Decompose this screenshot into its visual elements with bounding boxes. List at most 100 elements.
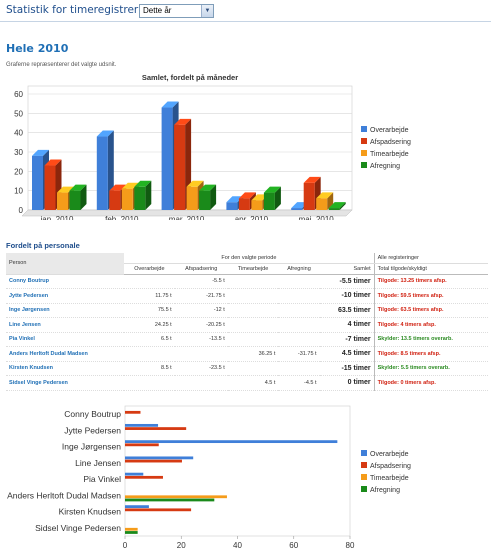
status-cell: Tilgode: 13.25 timers afsp. — [373, 274, 488, 289]
bar-overarbejde-line-jensen — [125, 456, 194, 460]
x-tick-label: apr. 2010 — [235, 215, 269, 220]
person-name-link[interactable]: Line Jensen — [9, 321, 41, 328]
table-row: Line Jensen 24.25 t -20.25 t 4 timer Tilgode… — [6, 317, 488, 333]
bar-timearbejde-anders-herltoft-dudal-madsen — [125, 495, 227, 499]
bar-afregning-maj-2010 — [328, 202, 346, 210]
afregning-cell — [278, 361, 319, 376]
person-name-link[interactable]: Inge Jørgensen — [9, 307, 50, 314]
bar-overarbejde-pia-vinkel — [125, 472, 144, 476]
y-tick-label: 40 — [14, 129, 23, 138]
timearbejde-cell — [228, 361, 279, 376]
legend-swatch — [361, 450, 367, 456]
afspadsering-cell: -23.5 t — [209, 365, 225, 372]
samlet-cell: -10 timer — [341, 292, 371, 300]
section-description: Graferne repræsenterer det valgte udsnit… — [6, 62, 117, 68]
legend-label: Afregning — [370, 163, 400, 170]
legend-swatch — [361, 126, 367, 132]
afspadsering-cell — [175, 376, 228, 391]
category-label: Jytte Pedersen — [64, 425, 121, 435]
legend-label: Overarbejde — [370, 451, 409, 458]
afspadsering-cell: -12 t — [213, 307, 225, 314]
chart-legend: Overarbejde Afspadsering Timearbejde Afregn… — [361, 450, 411, 494]
bar-timearbejde-sidsel-vinge-pedersen — [125, 527, 138, 531]
timearbejde-cell — [228, 289, 279, 304]
bar-overarbejde-jytte-pedersen — [125, 423, 159, 427]
person-name-link[interactable]: Kirsten Knudsen — [9, 365, 54, 372]
afregning-cell: -4.5 t — [304, 379, 317, 386]
table-title: Fordelt på personale — [6, 241, 80, 250]
section-title: Hele 2010 — [6, 42, 69, 55]
legend-swatch — [361, 474, 367, 480]
period-select[interactable]: Dette år ▼ — [139, 4, 214, 18]
column-header-person: Person — [6, 253, 125, 275]
category-label: Pia Vinkel — [83, 474, 121, 484]
person-name-link[interactable]: Pia Vinkel — [9, 336, 35, 343]
y-tick-label: 10 — [14, 187, 23, 196]
bar-afspadsering-jytte-pedersen — [125, 427, 187, 430]
person-name-link[interactable]: Anders Herltoft Dudal Madsen — [9, 350, 88, 357]
table-row: Inge Jørgensen 75.5 t -12 t 63.5 timer Tilgo… — [6, 303, 488, 318]
chevron-down-icon[interactable]: ▼ — [201, 5, 213, 17]
samlet-cell: -7 timer — [345, 335, 371, 343]
afspadsering-cell: -20.25 t — [206, 321, 225, 328]
legend-swatch — [361, 162, 367, 168]
category-label: Anders Herltoft Dudal Madsen — [7, 490, 121, 500]
overarbejde-cell: 75.5 t — [157, 307, 172, 314]
y-tick-label: 20 — [14, 167, 23, 176]
afspadsering-cell: -13.5 t — [209, 336, 225, 343]
bar-afspadsering-conny-boutrup — [125, 410, 141, 414]
legend-swatch — [361, 138, 367, 144]
person-name-link[interactable]: Sidsel Vinge Pedersen — [9, 379, 68, 386]
legend-label: Afspadsering — [370, 139, 411, 146]
bar-overarbejde-inge-j-rgensen — [125, 440, 338, 444]
status-cell: Tilgode: 63.5 timers afsp. — [373, 303, 488, 318]
column-header-total: Total tilgode/skyldigt — [373, 263, 488, 275]
personnel-table: Person For den valgte periode Alle regis… — [6, 253, 488, 391]
table-row: Jytte Pedersen 11.75 t -21.75 t -10 timer Ti… — [6, 288, 488, 304]
afspadsering-cell — [175, 347, 228, 362]
bar-afregning-jan-2010 — [69, 184, 87, 210]
bar-afregning-apr-2010 — [263, 186, 281, 210]
y-tick-label: 50 — [14, 109, 23, 118]
overarbejde-cell — [124, 376, 175, 391]
samlet-cell: 63.5 timer — [337, 306, 371, 314]
bar-afregning-mar-2010 — [199, 184, 217, 210]
status-cell: Tilgode: 4 timers afsp. — [373, 317, 488, 332]
x-tick-label: 80 — [346, 541, 355, 550]
person-name-link[interactable]: Jytte Pedersen — [9, 292, 49, 299]
x-tick-label: maj. 2010 — [299, 215, 335, 220]
overarbejde-cell — [124, 274, 175, 289]
bar-afregning-sidsel-vinge-pedersen — [125, 531, 138, 534]
timearbejde-cell: 36.25 t — [258, 350, 276, 357]
samlet-cell: -5.5 timer — [339, 277, 371, 285]
category-label: Kirsten Knudsen — [59, 507, 122, 517]
x-tick-label: 0 — [123, 541, 128, 550]
bar-afspadsering-pia-vinkel — [125, 475, 163, 479]
legend-label: Afspadsering — [370, 463, 411, 470]
afregning-cell — [278, 289, 319, 304]
period-select-value: Dette år — [143, 6, 172, 15]
column-header-samlet: Samlet — [319, 263, 375, 275]
overarbejde-cell: 8.5 t — [160, 365, 172, 372]
afregning-cell — [278, 318, 319, 333]
samlet-cell: 4.5 timer — [341, 350, 371, 358]
bar-afspadsering-kirsten-knudsen — [125, 508, 192, 512]
table-row: Sidsel Vinge Pedersen 4.5 t -4.5 t 0 timer T… — [6, 375, 488, 391]
chart-title: Samlet, fordelt på måneder — [142, 73, 238, 82]
legend-swatch — [361, 486, 367, 492]
status-cell: Tilgode: 8.5 timers afsp. — [373, 346, 488, 361]
personnel-bar-chart: Conny Boutrup Jytte Pedersen Inge Jørgense… — [7, 405, 411, 550]
table-row: Kirsten Knudsen 8.5 t -23.5 t -15 timer Skyl… — [6, 361, 488, 376]
timearbejde-cell — [228, 332, 279, 347]
overarbejde-cell: 6.5 t — [160, 336, 172, 343]
x-tick-label: mar. 2010 — [169, 215, 205, 220]
legend-swatch — [361, 150, 367, 156]
page-title: Statistik for timeregistreringer — [6, 4, 166, 16]
bar-timearbejde-maj-2010 — [316, 192, 334, 210]
afregning-cell: -31.75 t — [297, 350, 317, 357]
table-row: Pia Vinkel 6.5 t -13.5 t -7 timer Skylder: 1… — [6, 332, 488, 347]
person-name-link[interactable]: Conny Boutrup — [9, 278, 50, 285]
y-tick-label: 30 — [14, 148, 23, 157]
timearbejde-cell — [228, 274, 279, 289]
top-bar: Statistik for timeregistreringer Dette å… — [0, 0, 491, 22]
